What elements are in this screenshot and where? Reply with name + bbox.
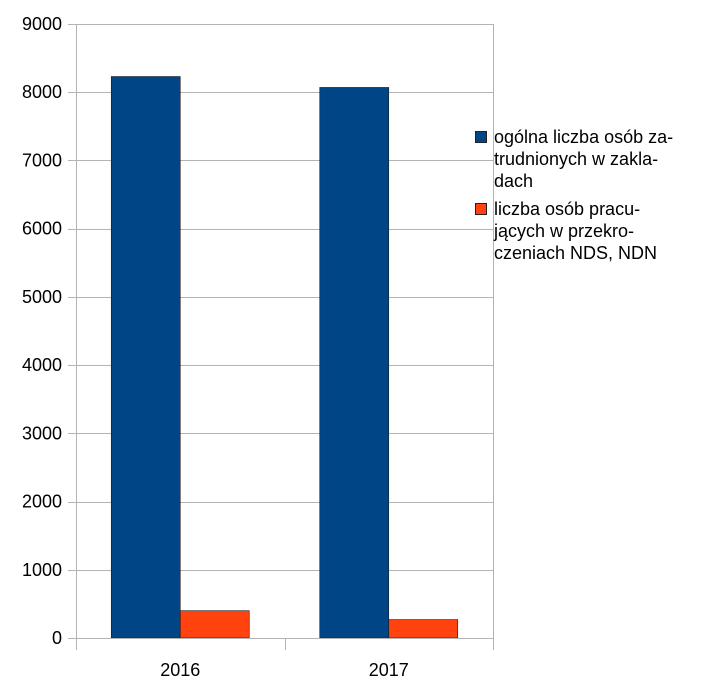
- y-tick-label: 2000: [22, 492, 62, 512]
- y-tick-labels: 0 1000 2000 3000 4000 5000 6000 7000 8000 9000: [22, 14, 62, 648]
- legend-swatch: [475, 203, 487, 215]
- y-tick-label: 4000: [22, 355, 62, 375]
- legend: ogólna liczba osób za-trudnionych w zakl…: [474, 126, 710, 270]
- x-tick-label: 2016: [160, 660, 200, 680]
- y-tick-label: 5000: [22, 287, 62, 307]
- x-tick-labels: 2016 2017: [160, 660, 409, 680]
- bar-exceeded-2016: [179, 610, 250, 639]
- bar-employed-2016: [110, 76, 181, 639]
- axes: [68, 24, 494, 650]
- y-tick-label: 0: [52, 628, 62, 648]
- y-tick-label: 3000: [22, 423, 62, 443]
- legend-label-line: trudnionych w zakla-: [494, 149, 659, 169]
- bar-employed-2017: [319, 87, 390, 639]
- legend-label-line: dach: [494, 171, 534, 191]
- legend-item: ogólna liczba osób za-trudnionych w zakl…: [474, 126, 710, 192]
- legend-item: liczba osób pracu-jących w przekro-czeni…: [474, 198, 710, 264]
- y-tick-label: 8000: [22, 82, 62, 102]
- legend-label-line: czeniach NDS, NDN: [494, 243, 658, 263]
- y-tick-label: 6000: [22, 219, 62, 239]
- y-tick-label: 9000: [22, 14, 62, 34]
- legend-label-line: jących w przekro-: [494, 221, 635, 241]
- x-tick-label: 2017: [369, 660, 409, 680]
- legend-label-line: liczba osób pracu-: [494, 199, 641, 219]
- y-tick-label: 7000: [22, 150, 62, 170]
- legend-label-line: ogólna liczba osób za-: [494, 127, 674, 147]
- legend-swatch: [475, 131, 487, 143]
- bar-exceeded-2017: [388, 619, 459, 639]
- bars: [110, 76, 459, 639]
- y-tick-label: 1000: [22, 560, 62, 580]
